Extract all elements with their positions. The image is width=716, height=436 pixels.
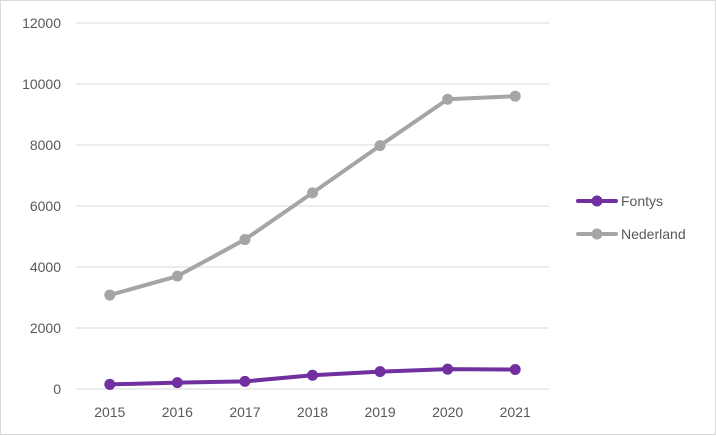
data-point bbox=[509, 90, 521, 102]
x-tick-label: 2021 bbox=[500, 404, 531, 420]
legend-label: Nederland bbox=[621, 226, 686, 242]
data-point bbox=[374, 140, 386, 152]
y-tick-label: 0 bbox=[53, 381, 61, 397]
data-point bbox=[171, 270, 183, 282]
legend-marker bbox=[591, 195, 603, 207]
x-tick-label: 2016 bbox=[162, 404, 193, 420]
x-axis-tick-labels: 2015 2016 2017 2018 2019 2020 2021 bbox=[94, 404, 531, 420]
data-point bbox=[171, 377, 183, 389]
data-point bbox=[442, 363, 454, 375]
legend-label: Fontys bbox=[621, 193, 663, 209]
data-point bbox=[239, 375, 251, 387]
y-tick-label: 2000 bbox=[30, 320, 61, 336]
data-point bbox=[509, 363, 521, 375]
legend-marker bbox=[591, 228, 603, 240]
y-tick-label: 8000 bbox=[30, 137, 61, 153]
data-point bbox=[442, 93, 454, 105]
series-fontys bbox=[104, 363, 521, 390]
data-point bbox=[307, 187, 318, 199]
legend: Fontys Nederland bbox=[576, 193, 686, 242]
data-point bbox=[104, 289, 116, 301]
legend-entry: Fontys bbox=[576, 193, 663, 209]
x-tick-label: 2017 bbox=[229, 404, 260, 420]
data-point bbox=[104, 378, 116, 390]
y-tick-label: 10000 bbox=[22, 76, 61, 92]
y-tick-label: 12000 bbox=[22, 15, 61, 31]
x-tick-label: 2019 bbox=[364, 404, 395, 420]
series-layer bbox=[104, 90, 521, 390]
data-point bbox=[374, 366, 386, 378]
series-nederland bbox=[104, 90, 521, 301]
data-point bbox=[307, 369, 318, 381]
x-tick-label: 2015 bbox=[94, 404, 125, 420]
y-axis-tick-labels: 0 2000 4000 6000 8000 10000 12000 bbox=[22, 15, 61, 397]
y-tick-label: 4000 bbox=[30, 259, 61, 275]
y-tick-label: 6000 bbox=[30, 198, 61, 214]
x-tick-label: 2020 bbox=[432, 404, 463, 420]
grid-layer bbox=[76, 22, 549, 390]
x-tick-label: 2018 bbox=[297, 404, 328, 420]
legend-entry: Nederland bbox=[576, 226, 686, 242]
data-point bbox=[239, 234, 251, 246]
